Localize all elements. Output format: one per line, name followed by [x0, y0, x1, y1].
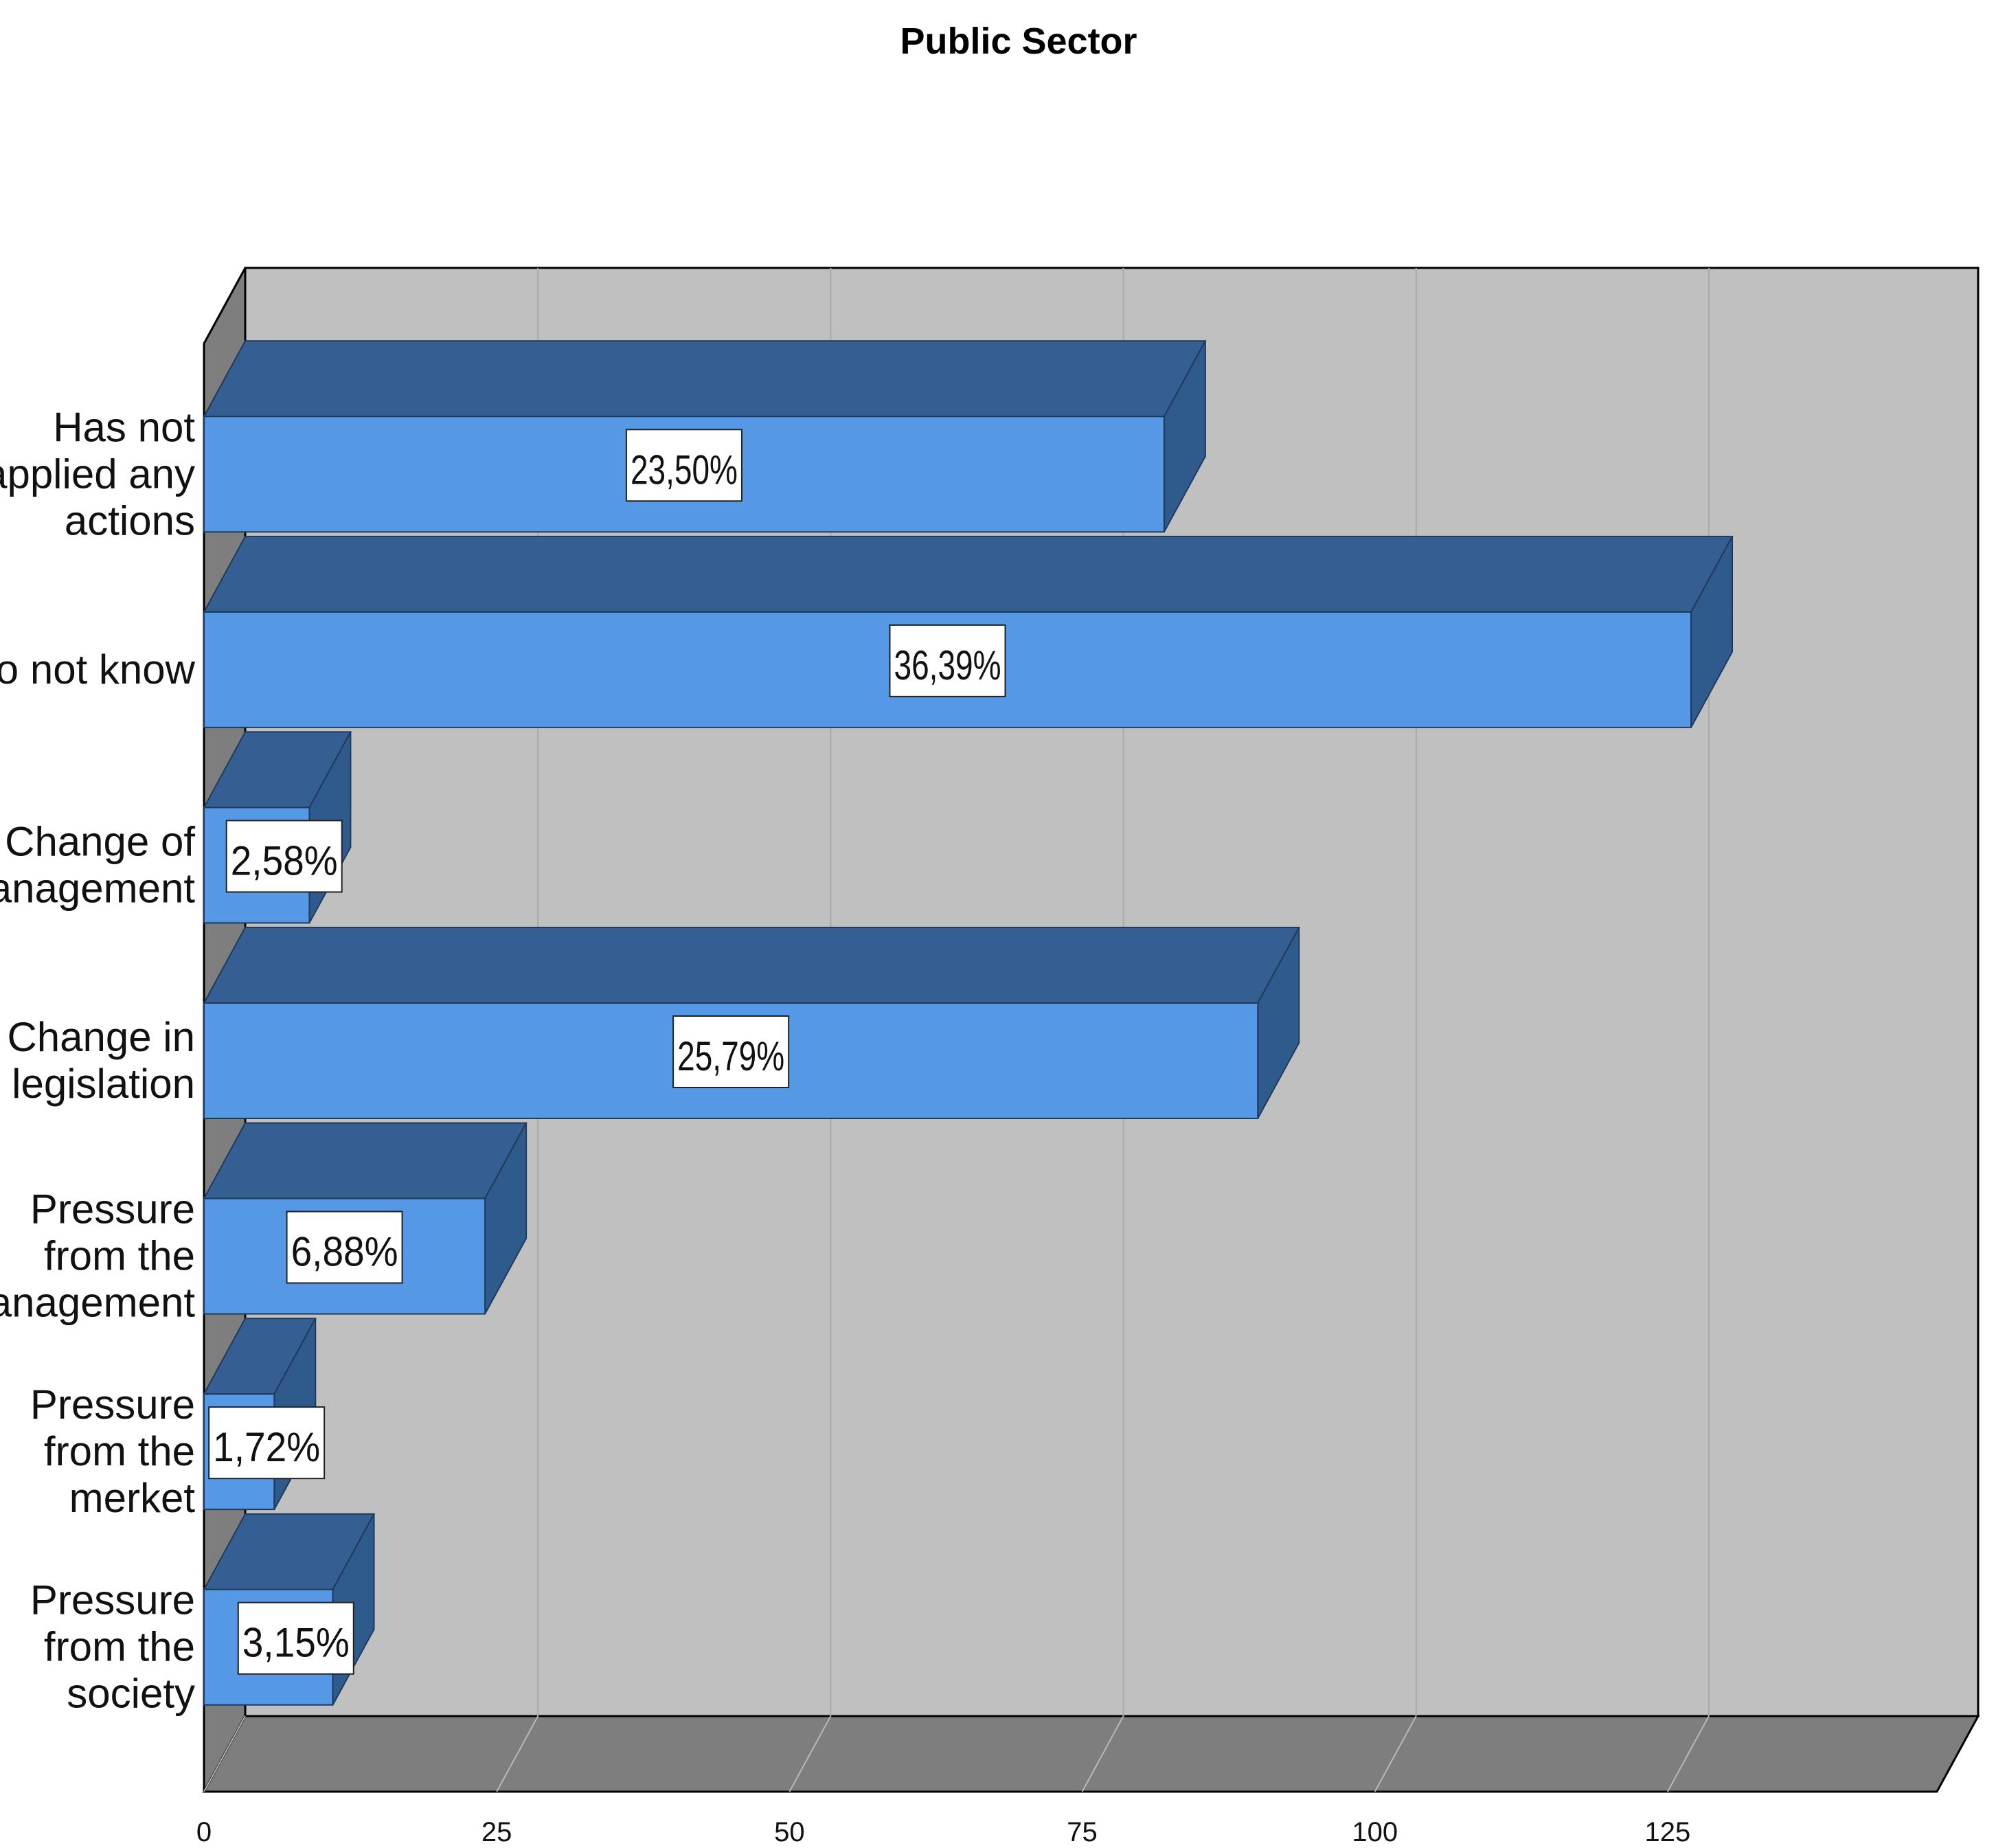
category-label: Pressure from the society	[30, 1577, 195, 1717]
chart-title: Public Sector	[900, 21, 1137, 62]
data-label-text: 36,39%	[894, 642, 1001, 688]
category-label: I do not know	[0, 646, 196, 692]
bar-top	[203, 340, 1207, 418]
x-tick-label: 50	[774, 1817, 805, 1847]
category-label-line: Change of	[5, 818, 195, 864]
category-label-line: Pressure	[30, 1382, 195, 1428]
data-label-text: 1,72%	[213, 1424, 320, 1470]
data-label: 2,58%	[225, 820, 343, 893]
data-label-text: 23,50%	[631, 447, 738, 493]
category-label-line: Pressure	[30, 1577, 195, 1623]
category-label-line: society	[67, 1671, 195, 1717]
category-label: Change in legislation	[7, 1014, 195, 1107]
bar-top	[203, 1122, 528, 1199]
floor-gridline	[496, 1715, 539, 1792]
data-label: 23,50%	[625, 429, 742, 502]
data-label-text: 3,15%	[242, 1620, 350, 1666]
x-tick-label: 0	[196, 1817, 212, 1847]
category-label: Change ofmanagement	[0, 818, 195, 911]
category-label-line: Pressure	[30, 1186, 195, 1232]
data-label-text: 25,79%	[677, 1033, 784, 1079]
data-label: 6,88%	[286, 1210, 403, 1284]
category-label-line: management	[0, 1280, 195, 1326]
data-label-box	[225, 820, 343, 893]
data-label-text: 6,88%	[291, 1229, 398, 1275]
data-label-box	[672, 1015, 790, 1088]
data-label-box	[625, 429, 742, 502]
data-label: 36,39%	[889, 624, 1006, 697]
category-label-line: applied any	[0, 451, 195, 497]
floor-gridline	[1081, 1715, 1124, 1792]
category-label-line: merket	[69, 1475, 196, 1521]
data-label-box	[208, 1406, 326, 1480]
x-axis-ticks: 0 25 50 75 100 125	[196, 1817, 1690, 1847]
x-tick-label: 75	[1067, 1817, 1098, 1847]
category-label-line: actions	[65, 497, 195, 543]
bar-top	[203, 535, 1734, 613]
x-tick-label: 25	[481, 1817, 512, 1847]
category-label-line: from the	[44, 1233, 195, 1279]
x-tick-label: 125	[1645, 1817, 1691, 1847]
floor-gridline	[1374, 1715, 1417, 1792]
data-label-box	[237, 1601, 354, 1675]
category-label-line: from the	[44, 1624, 195, 1670]
data-label: 25,79%	[672, 1015, 790, 1088]
floor-gridline	[789, 1715, 832, 1792]
data-label-box	[889, 624, 1006, 697]
data-label: 3,15%	[237, 1601, 354, 1675]
bars: 23,50% 36,39% 2,58% 25,79% 6,88% 1,72% 3,15%	[203, 340, 1734, 1706]
category-label-line: Change in	[7, 1014, 195, 1060]
category-label-line: from the	[44, 1428, 195, 1474]
floor-gridline	[203, 1715, 246, 1792]
data-label: 1,72%	[208, 1406, 326, 1480]
category-label-line: legislation	[12, 1061, 195, 1107]
category-label-line: management	[0, 865, 195, 911]
category-label-line: Has not	[53, 404, 195, 450]
bar-top	[203, 927, 1300, 1004]
plot-floor	[202, 1715, 1980, 1793]
category-label: Pressure from the merket	[30, 1382, 195, 1521]
x-tick-label: 100	[1352, 1817, 1398, 1847]
category-label: Has not applied any actions	[0, 404, 195, 543]
data-label-box	[286, 1210, 403, 1284]
category-label-line: I do not know	[0, 646, 196, 692]
data-label-text: 2,58%	[231, 837, 338, 883]
floor-gridline	[1667, 1715, 1710, 1792]
